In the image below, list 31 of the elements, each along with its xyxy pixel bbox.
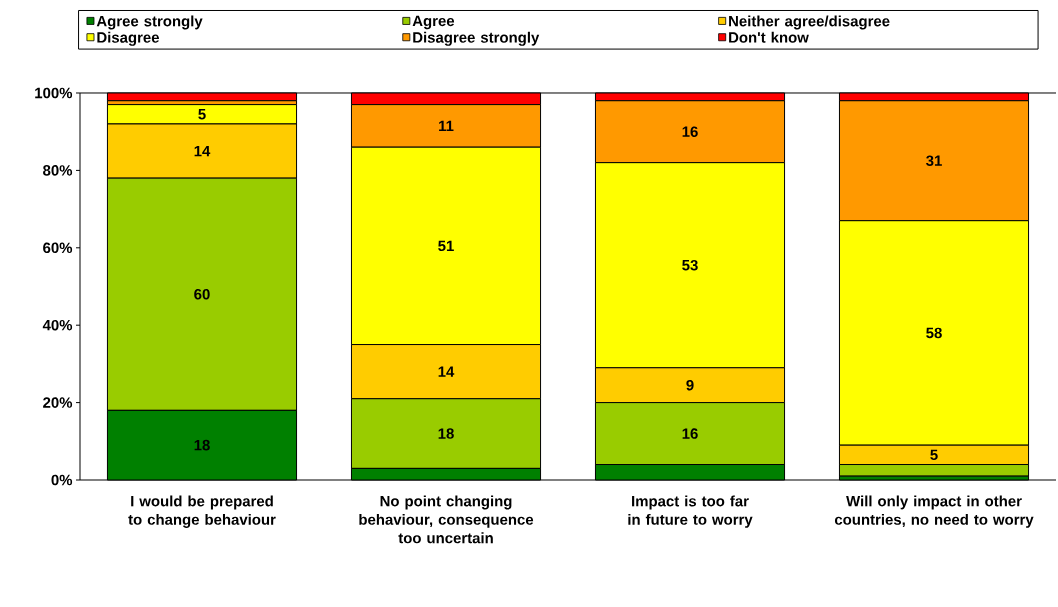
data-label: 58 [926, 327, 942, 339]
y-tick-label: 100% [35, 87, 73, 99]
data-label: 14 [194, 145, 211, 157]
y-tick-label: 20% [43, 397, 73, 408]
data-label: 18 [438, 428, 454, 439]
data-label: 60 [194, 288, 210, 300]
legend-label: Agree strongly [96, 15, 203, 30]
y-tick-label: 0% [51, 474, 73, 486]
data-label: 51 [438, 240, 454, 252]
legend-label: Neither agree/disagree [729, 15, 890, 30]
x-tick-label: I would be prepared to change behaviour [128, 495, 276, 528]
data-label: 18 [194, 439, 210, 451]
x-tick-label: No point changing behaviour, consequence too uncertain [359, 495, 534, 544]
data-label: 31 [926, 155, 942, 167]
y-tick-label: 40% [42, 319, 73, 331]
data-label: 11 [439, 120, 454, 132]
legend-label: Agree [412, 15, 455, 30]
data-label: 16 [682, 428, 698, 439]
y-tick-label: 60% [43, 242, 73, 254]
legend-label: Disagree [97, 31, 160, 46]
legend-label: Disagree strongly [413, 31, 540, 46]
data-label: 5 [930, 449, 938, 461]
x-tick-label: Will only impact in other countries, no need to worry [834, 495, 1034, 528]
data-label: 9 [686, 379, 694, 391]
x-tick-label: Impact is too far in future to worry [628, 495, 753, 528]
data-label: 53 [682, 259, 698, 271]
y-tick-label: 80% [43, 165, 73, 176]
data-label: 14 [438, 366, 455, 377]
data-label: 5 [198, 109, 206, 120]
data-label: 16 [682, 126, 698, 137]
legend-label: Don't know [729, 31, 809, 43]
